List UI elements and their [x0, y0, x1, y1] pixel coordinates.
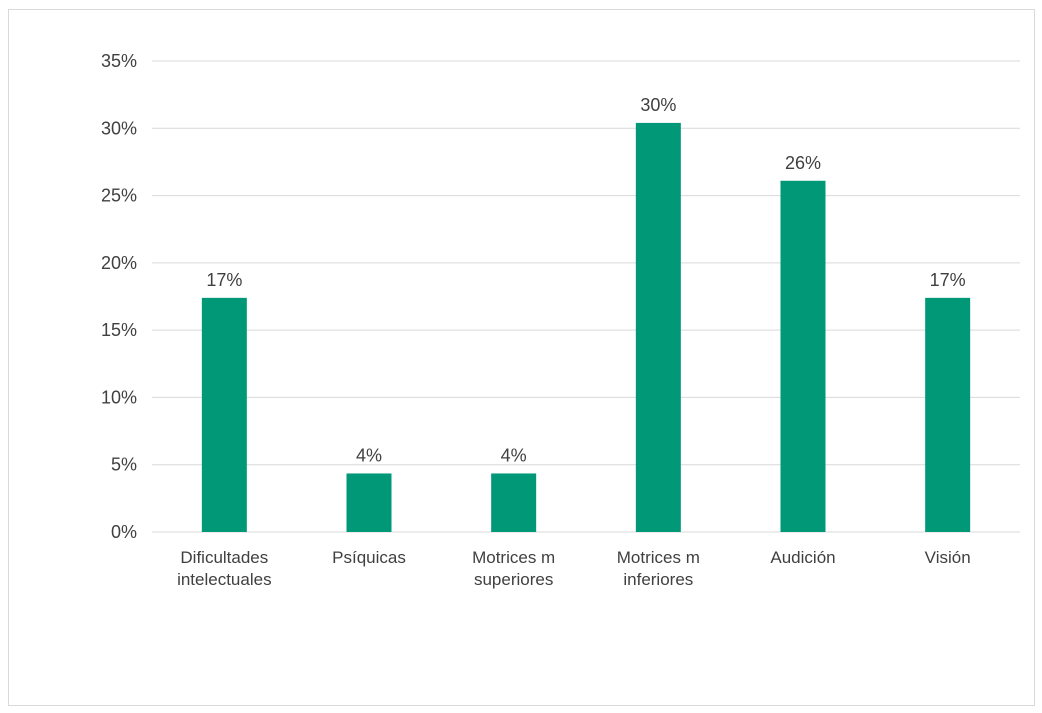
y-tick-label: 30% — [101, 118, 137, 138]
data-label: 30% — [640, 95, 676, 115]
x-axis-categories: Dificultades intelectuales Psíquicas Motric… — [177, 548, 971, 589]
bar — [491, 473, 537, 532]
y-tick-label: 15% — [101, 320, 137, 340]
data-label: 4% — [501, 445, 527, 465]
chart-frame — [8, 9, 1035, 706]
y-tick-label: 25% — [101, 186, 137, 206]
data-labels: 17% 4% 4% 30% 26% 17% — [206, 95, 965, 466]
bar — [925, 297, 971, 532]
y-axis-ticks: 0% 5% 10% 15% 20% 25% 30% 35% — [101, 51, 137, 542]
y-tick-label: 20% — [101, 253, 137, 273]
data-label: 17% — [930, 270, 966, 290]
bar — [201, 297, 247, 532]
bar — [780, 180, 826, 533]
gridlines — [152, 60, 1020, 533]
category-label: Audición — [770, 548, 835, 567]
category-label: Psíquicas — [332, 548, 406, 567]
y-tick-label: 10% — [101, 387, 137, 407]
bar — [635, 122, 681, 532]
y-tick-label: 5% — [111, 455, 137, 475]
category-label: Visión — [925, 548, 971, 567]
category-label: Motrices m superiores — [472, 548, 555, 589]
data-label: 4% — [356, 445, 382, 465]
category-label: Motrices m inferiores — [617, 548, 700, 589]
category-label: Dificultades intelectuales — [177, 548, 272, 589]
y-tick-label: 0% — [111, 522, 137, 542]
y-tick-label: 35% — [101, 51, 137, 71]
data-label: 26% — [785, 153, 821, 173]
bars — [201, 122, 971, 533]
bar — [346, 473, 392, 532]
data-label: 17% — [206, 270, 242, 290]
